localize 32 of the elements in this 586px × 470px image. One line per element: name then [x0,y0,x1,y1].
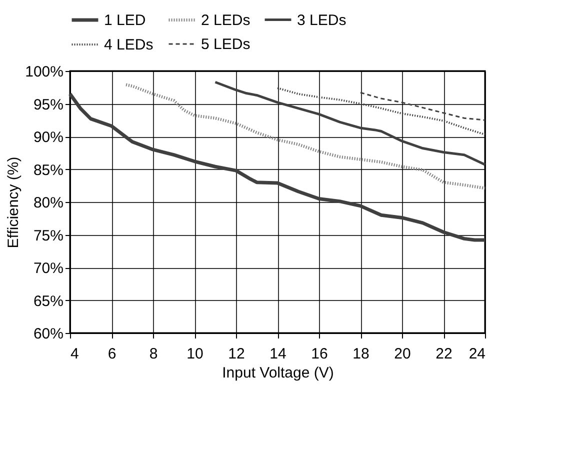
y-tick-label: 85% [33,162,64,179]
y-tick-label: 100% [25,64,64,80]
legend-label: 5 LEDs [201,36,250,53]
x-axis-title: Input Voltage (V) [222,364,334,382]
legend-label: 4 LEDs [104,36,154,54]
line-series [68,92,487,242]
line-series [214,80,486,166]
x-tick-label: 6 [108,346,116,362]
x-tick-label: 10 [186,346,204,362]
legend-label: 2 LEDs [201,12,250,29]
x-tick-label: 12 [228,346,245,362]
y-tick-label: 95% [33,96,64,114]
y-tick-label: 75% [33,227,64,244]
x-tick-label: 18 [352,346,370,362]
x-tick-label: 8 [149,346,158,362]
x-tick-label: 22 [436,346,452,362]
legend-label: 3 LEDs [297,12,346,29]
y-tick-label: 70% [33,260,64,277]
legend-label: 1 LED [104,12,146,29]
y-tick-label: 80% [33,194,64,212]
line-series [276,87,486,136]
y-tick-label: 65% [33,292,64,310]
x-tick-label: 20 [394,346,411,362]
line-series [124,83,486,190]
x-tick-label: 14 [270,346,286,362]
y-tick-label: 90% [33,129,64,146]
x-tick-label: 24 [468,346,486,362]
line-series [360,92,486,121]
y-axis-title: Efficiency (%) [5,156,22,248]
x-tick-label: 16 [311,346,328,362]
y-tick-label: 60% [33,326,64,342]
x-tick-label: 4 [70,346,79,362]
